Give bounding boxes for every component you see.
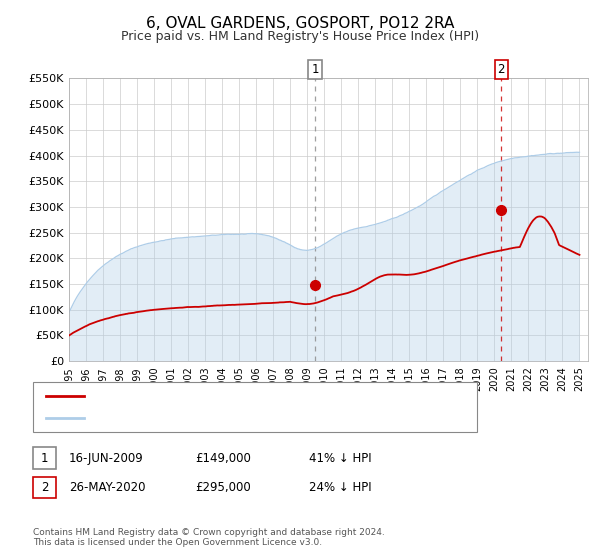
- Text: 26-MAY-2020: 26-MAY-2020: [69, 480, 146, 494]
- Text: Price paid vs. HM Land Registry's House Price Index (HPI): Price paid vs. HM Land Registry's House …: [121, 30, 479, 43]
- Text: 1: 1: [311, 63, 319, 76]
- Text: 2: 2: [497, 63, 505, 76]
- Text: Contains HM Land Registry data © Crown copyright and database right 2024.
This d: Contains HM Land Registry data © Crown c…: [33, 528, 385, 547]
- Text: £149,000: £149,000: [195, 451, 251, 465]
- Text: 2: 2: [41, 480, 48, 494]
- Text: 24% ↓ HPI: 24% ↓ HPI: [309, 480, 371, 494]
- Text: 1: 1: [41, 451, 48, 465]
- Text: 16-JUN-2009: 16-JUN-2009: [69, 451, 144, 465]
- Text: 41% ↓ HPI: 41% ↓ HPI: [309, 451, 371, 465]
- Text: HPI: Average price, detached house, Gosport: HPI: Average price, detached house, Gosp…: [91, 413, 337, 423]
- Text: 6, OVAL GARDENS, GOSPORT, PO12 2RA: 6, OVAL GARDENS, GOSPORT, PO12 2RA: [146, 16, 454, 31]
- Text: 6, OVAL GARDENS, GOSPORT, PO12 2RA (detached house): 6, OVAL GARDENS, GOSPORT, PO12 2RA (deta…: [91, 391, 412, 401]
- Text: £295,000: £295,000: [195, 480, 251, 494]
